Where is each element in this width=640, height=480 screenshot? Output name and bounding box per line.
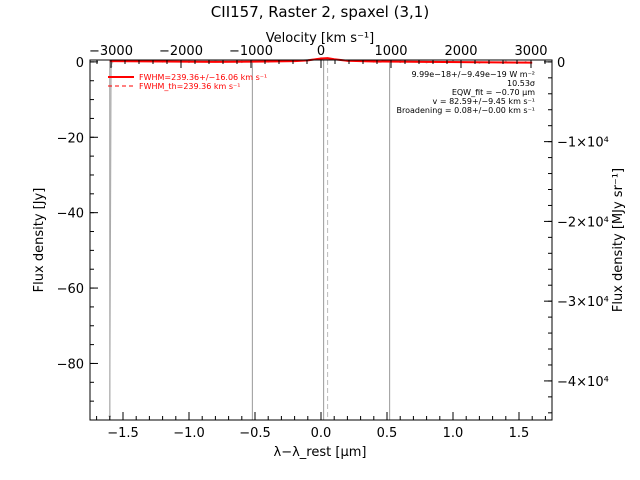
top-tick-label: −1000: [229, 44, 273, 59]
top-tick-label: 3000: [514, 44, 547, 59]
y-tick-label: −60: [57, 282, 84, 297]
right-tick-label: −3×10⁴: [557, 295, 609, 310]
right-tick-label: 0: [557, 56, 565, 71]
y-tick-label: −20: [57, 131, 84, 146]
top-tick-label: 2000: [444, 44, 477, 59]
plot-area: −1.5 −1.0 −0.5 0.0 0.5 1.0 1.5−3000 −2000 −1000 0…: [57, 44, 609, 441]
fit-line: [109, 57, 533, 64]
legend-label: FWHM=239.36+/−16.06 km s⁻¹: [139, 73, 267, 82]
x-tick-label: −1.0: [173, 426, 205, 441]
y-tick-label: 0: [76, 56, 84, 71]
x-tick-label: −0.5: [239, 426, 271, 441]
top-tick-label: 1000: [374, 44, 407, 59]
annotation-text: EQW_fit = −0.70 μm: [452, 88, 535, 97]
annotation-text: 9.99e−18+/−9.49e−19 W m⁻²: [411, 70, 535, 79]
right-tick-label: −1×10⁴: [557, 136, 609, 151]
y-tick-label: −40: [57, 207, 84, 222]
annotation-text: 10.53σ: [507, 79, 535, 88]
top-tick-label: −3000: [89, 44, 133, 59]
right-tick-label: −2×10⁴: [557, 215, 609, 230]
x-tick-label: 1.5: [509, 426, 530, 441]
legend-label: FWHM_th=239.36 km s⁻¹: [139, 82, 240, 91]
x-tick-label: 1.0: [443, 426, 464, 441]
y-axis-label: Flux density [Jy]: [32, 188, 47, 293]
annotation-text: Broadening = 0.08+/−0.00 km s⁻¹: [397, 106, 535, 115]
y-tick-label: −80: [57, 357, 84, 372]
right-axis-label: Flux density [MJy sr⁻¹]: [611, 168, 626, 312]
top-tick-label: −2000: [159, 44, 203, 59]
right-tick-label: −4×10⁴: [557, 375, 609, 390]
top-axis-label: Velocity [km s⁻¹]: [266, 31, 374, 46]
x-tick-label: 0.5: [377, 426, 398, 441]
chart-title: CII157, Raster 2, spaxel (3,1): [211, 3, 429, 21]
x-tick-label: −1.5: [107, 426, 139, 441]
top-tick-label: 0: [317, 44, 325, 59]
annotation-text: v = 82.59+/−9.45 km s⁻¹: [433, 97, 535, 106]
x-axis-label: λ−λ_rest [μm]: [274, 445, 367, 460]
x-tick-label: 0.0: [311, 426, 332, 441]
